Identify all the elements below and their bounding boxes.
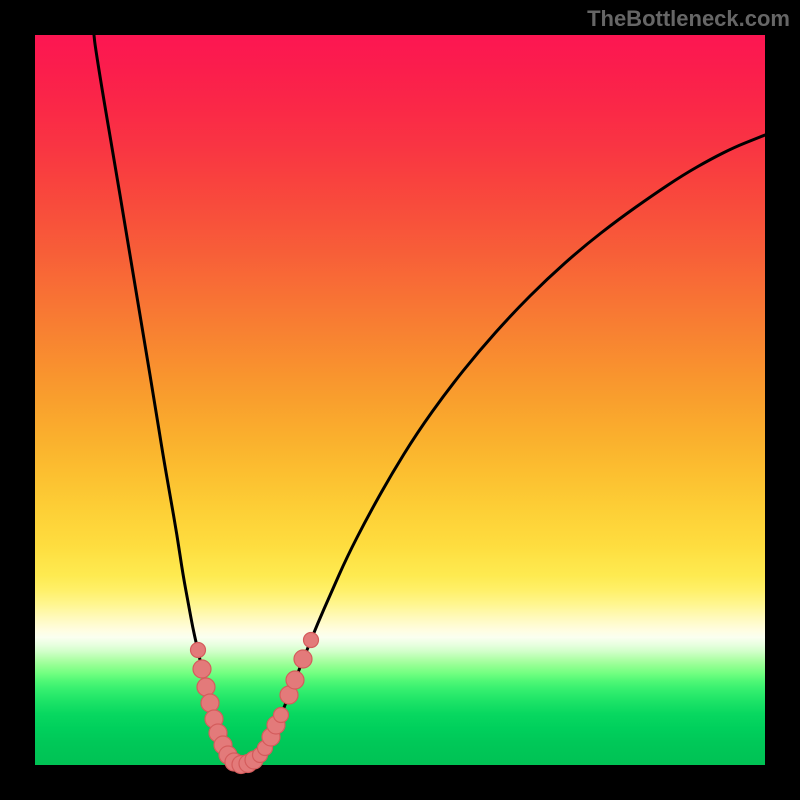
data-marker <box>294 650 312 668</box>
data-marker <box>197 678 215 696</box>
chart-container: TheBottleneck.com <box>0 0 800 800</box>
data-marker <box>304 633 319 648</box>
data-marker <box>191 643 206 658</box>
curve-right-branch <box>243 135 765 765</box>
data-marker <box>193 660 211 678</box>
curve-left-branch <box>94 35 243 765</box>
plot-area <box>35 35 765 765</box>
watermark-text: TheBottleneck.com <box>587 6 790 32</box>
marker-group <box>191 633 319 774</box>
bottleneck-curve <box>35 35 765 765</box>
data-marker <box>286 671 304 689</box>
data-marker <box>201 694 219 712</box>
data-marker <box>274 708 289 723</box>
